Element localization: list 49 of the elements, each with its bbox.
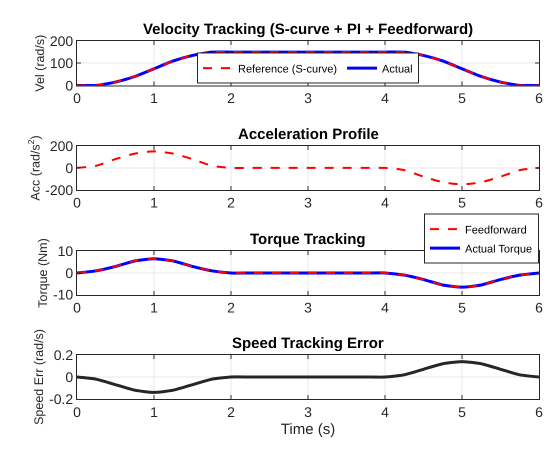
x-tick-label: 3 [304, 404, 312, 420]
x-tick-label: 3 [304, 90, 312, 106]
x-tick-label: 1 [150, 90, 158, 106]
x-tick-label: 2 [227, 300, 236, 316]
y-axis-title: Vel (rad/s) [32, 34, 47, 92]
y-tick-label: 10 [58, 243, 74, 260]
x-tick-label: 2 [227, 404, 236, 420]
y-tick-label: -200 [45, 182, 74, 198]
x-tick-label: 4 [381, 300, 390, 316]
x-tick-label: 1 [150, 404, 158, 420]
y-tick-label: 100 [50, 55, 74, 72]
x-tick-label: 3 [304, 194, 312, 211]
x-tick-label: 4 [381, 90, 390, 106]
chart-title: Velocity Tracking (S-curve + PI + Feedforward) [143, 21, 474, 38]
x-tick-label: 5 [458, 194, 466, 211]
chart-title: Speed Tracking Error [232, 335, 384, 352]
x-tick-label: 6 [535, 300, 544, 316]
legend-label: Actual Torque [465, 243, 532, 256]
x-tick-label: 5 [458, 90, 466, 106]
legend-label: Reference (S-curve) [238, 63, 338, 76]
y-axis-title: Torque (Nm) [36, 238, 50, 308]
x-tick-label: 2 [227, 90, 236, 106]
x-tick-label: 2 [227, 194, 236, 211]
y-tick-label: 0 [65, 160, 74, 176]
x-tick-label: 1 [150, 194, 158, 211]
legend-label: Actual [382, 63, 413, 76]
chart-title: Acceleration Profile [238, 126, 379, 143]
x-tick-label: 5 [458, 404, 466, 420]
x-axis-title: Time (s) [280, 420, 336, 438]
y-tick-label: 200 [50, 32, 74, 49]
legend-label: Feedforward [465, 224, 527, 236]
x-tick-label: 6 [535, 90, 544, 106]
y-tick-label: 0 [65, 264, 74, 281]
y-tick-label: -10 [52, 286, 74, 303]
y-axis-title: Speed Err (rad/s) [32, 329, 46, 425]
y-tick-label: 200 [50, 138, 74, 154]
x-tick-label: 1 [150, 300, 158, 316]
line-series [77, 150, 539, 186]
x-tick-label: 5 [458, 300, 466, 316]
x-tick-label: 4 [381, 404, 390, 420]
x-tick-label: 4 [381, 194, 390, 211]
y-tick-label: -0.2 [49, 390, 74, 407]
y-tick-label: 0 [65, 368, 74, 385]
y-tick-label: 0.2 [54, 346, 74, 363]
chart-title: Torque Tracking [250, 231, 366, 248]
x-tick-label: 3 [304, 300, 312, 316]
x-tick-label: 6 [535, 404, 544, 420]
y-tick-label: 0 [65, 77, 74, 94]
x-tick-label: 6 [535, 194, 544, 211]
